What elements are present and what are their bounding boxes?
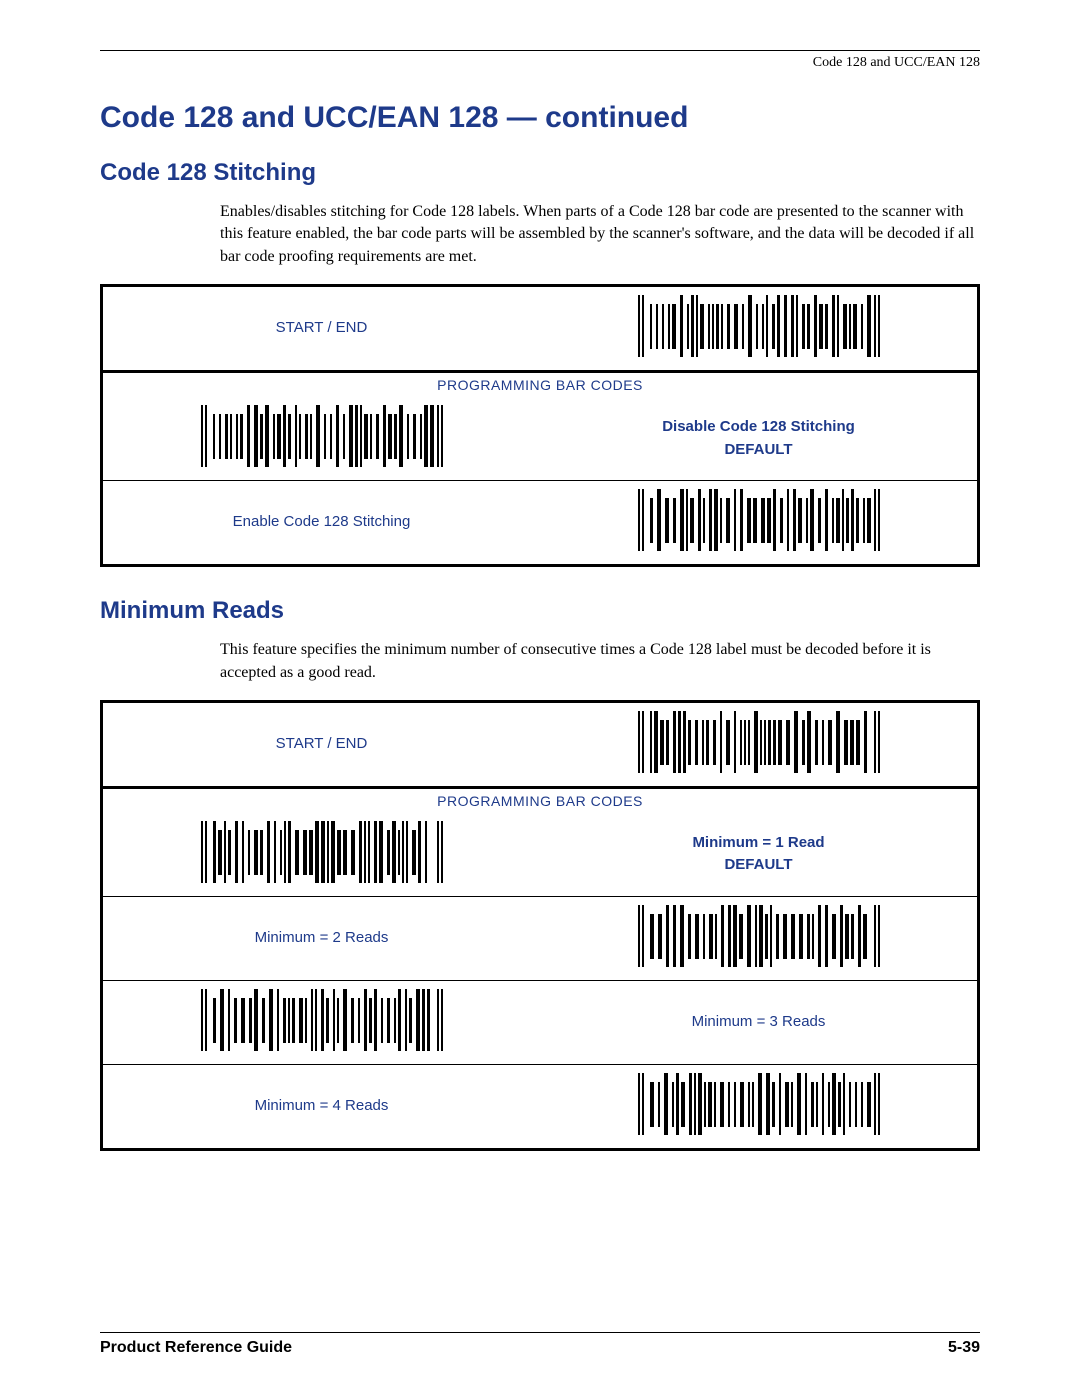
- section2-table: START / END PROGRAMMING BAR CODES Minimu…: [100, 700, 980, 1151]
- table-row: START / END: [102, 701, 979, 787]
- default-badge: DEFAULT: [724, 441, 792, 458]
- default-badge: DEFAULT: [724, 856, 792, 873]
- barcode-icon: [634, 295, 884, 362]
- table-row: Minimum = 3 Reads: [102, 980, 979, 1064]
- section1-heading: Code 128 Stitching: [100, 159, 980, 187]
- section2-body: This feature specifies the minimum numbe…: [220, 639, 980, 684]
- table-row: Disable Code 128 Stitching DEFAULT: [102, 397, 979, 481]
- start-end-label: START / END: [276, 319, 368, 336]
- barcode-icon: [634, 905, 884, 972]
- barcode-icon: [634, 711, 884, 778]
- table-row: Minimum = 1 Read DEFAULT: [102, 813, 979, 897]
- running-header: Code 128 and UCC/EAN 128: [100, 55, 980, 71]
- barcode-icon: [197, 405, 447, 472]
- page-footer: Product Reference Guide 5-39: [100, 1332, 980, 1357]
- option-text: Disable Code 128 Stitching: [662, 418, 855, 435]
- footer-right: 5-39: [948, 1339, 980, 1357]
- table-row: PROGRAMMING BAR CODES: [102, 787, 979, 813]
- barcode-icon: [634, 1073, 884, 1140]
- option-label: Enable Code 128 Stitching: [233, 513, 411, 530]
- option-label: Minimum = 4 Reads: [255, 1097, 389, 1114]
- option-label: Minimum = 2 Reads: [255, 929, 389, 946]
- programming-caption: PROGRAMMING BAR CODES: [102, 787, 979, 813]
- barcode-icon: [634, 489, 884, 556]
- table-row: START / END: [102, 286, 979, 372]
- barcode-icon: [197, 989, 447, 1056]
- footer-left: Product Reference Guide: [100, 1339, 292, 1357]
- start-end-label: START / END: [276, 735, 368, 752]
- table-row: Minimum = 4 Reads: [102, 1064, 979, 1149]
- table-row: PROGRAMMING BAR CODES: [102, 372, 979, 398]
- table-row: Minimum = 2 Reads: [102, 896, 979, 980]
- section2-heading: Minimum Reads: [100, 597, 980, 625]
- section1-table: START / END PROGRAMMING BAR CODES Disabl…: [100, 284, 980, 567]
- section1-body: Enables/disables stitching for Code 128 …: [220, 201, 980, 268]
- barcode-icon: [197, 821, 447, 888]
- option-label: Minimum = 3 Reads: [692, 1013, 826, 1030]
- table-row: Enable Code 128 Stitching: [102, 481, 979, 566]
- option-label: Disable Code 128 Stitching DEFAULT: [540, 416, 977, 461]
- page-title: Code 128 and UCC/EAN 128 — continued: [100, 101, 980, 135]
- programming-caption: PROGRAMMING BAR CODES: [102, 372, 979, 398]
- option-label: Minimum = 1 Read DEFAULT: [540, 832, 977, 877]
- option-text: Minimum = 1 Read: [692, 834, 824, 851]
- footer-rule: [100, 1332, 980, 1333]
- header-rule: [100, 50, 980, 51]
